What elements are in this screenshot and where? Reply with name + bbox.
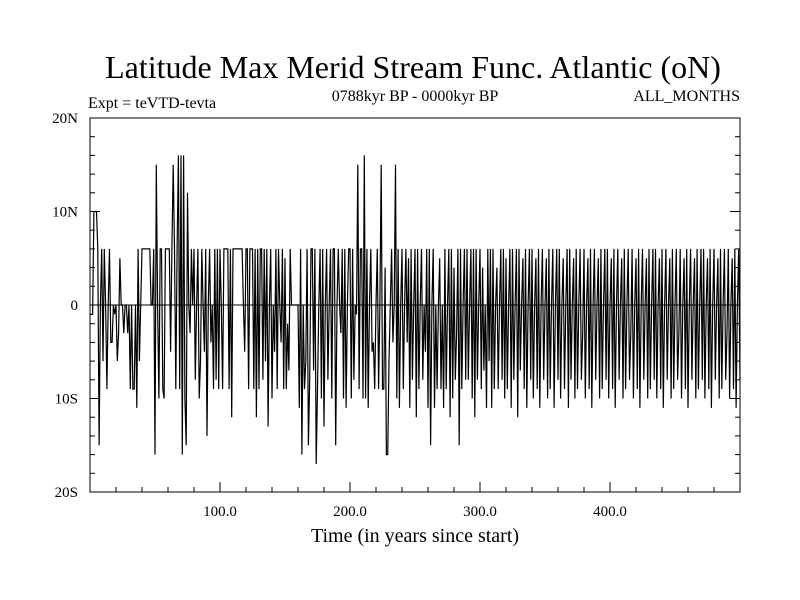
y-tick-label: 20N [52,111,78,127]
period-label: 0788kyr BP - 0000kyr BP [332,88,499,105]
y-tick-label: 10N [52,205,78,221]
x-tick-label: 300.0 [463,504,497,520]
series-group [90,155,741,464]
experiment-label: Expt = teVTD-tevta [88,95,216,112]
x-axis-label: Time (in years since start) [311,525,519,547]
chart-title: Latitude Max Merid Stream Func. Atlantic… [105,49,721,85]
x-tick-label: 100.0 [203,504,237,520]
y-axis-ticks: 20S 10S 0 10N 20N [52,111,740,501]
x-axis-ticks: 100.0 200.0 300.0 400.0 [115,482,715,520]
x-tick-label: 200.0 [333,504,367,520]
y-tick-label: 10S [55,392,78,408]
y-tick-label: 20S [55,485,78,501]
months-label: ALL_MONTHS [633,88,740,105]
x-tick-label: 400.0 [593,504,627,520]
series-line-0 [90,155,741,464]
y-tick-label: 0 [71,298,79,314]
